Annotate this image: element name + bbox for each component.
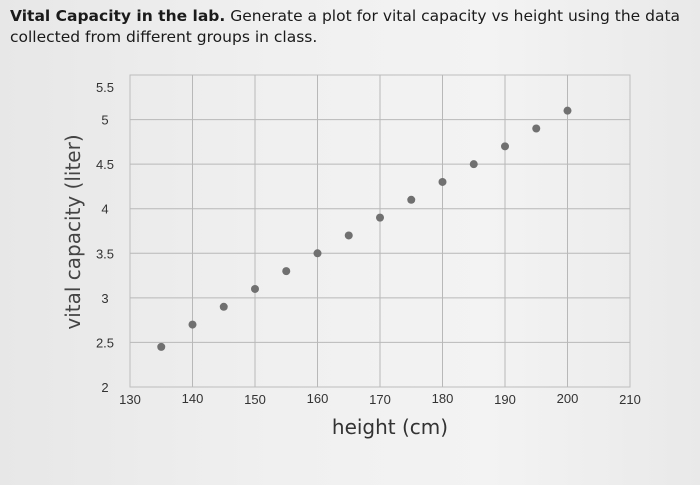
x-tick-label: 140: [182, 391, 204, 406]
question-title: Vital Capacity in the lab.: [10, 7, 226, 25]
x-tick-label: 200: [557, 391, 579, 406]
scatter-point: [438, 177, 447, 186]
x-tick-label: 190: [494, 392, 516, 407]
y-tick-label: 2.5: [96, 335, 114, 350]
scatter-point: [251, 284, 259, 293]
x-tick-label: 210: [619, 392, 641, 407]
scatter-point: [469, 160, 478, 169]
scatter-point: [407, 195, 416, 204]
scatter-point: [501, 142, 509, 151]
scatter-point: [157, 342, 166, 351]
scatter-point: [532, 124, 541, 133]
scatter-point: [313, 249, 322, 258]
x-tick-label: 160: [307, 391, 329, 406]
x-tick-label: 170: [369, 392, 391, 407]
x-tick-label: 130: [119, 392, 141, 407]
y-tick-label: 4.5: [96, 157, 114, 172]
y-tick-label: 5: [101, 113, 108, 128]
x-tick-label: 150: [244, 392, 266, 407]
question-body: Generate a plot for vital capacity vs he…: [10, 7, 681, 46]
y-tick-label: 2: [101, 380, 108, 395]
x-tick-label: 180: [432, 391, 454, 406]
data-points: [157, 106, 572, 351]
y-axis-title: vital capacity (liter): [61, 134, 85, 329]
scatter-point: [344, 231, 353, 240]
y-tick-label: 3: [101, 291, 108, 306]
scatter-point: [376, 213, 384, 222]
y-axis-ticks: 5.5 5 4.5 4 3.5 3 2.5 2: [96, 80, 114, 395]
x-axis-title: height (cm): [332, 415, 448, 439]
y-tick-label: 4: [101, 202, 108, 217]
y-tick-label: 5.5: [96, 80, 114, 95]
question-text: Vital Capacity in the lab. Generate a pl…: [10, 6, 690, 48]
scatter-point: [219, 302, 228, 311]
scatter-point: [282, 267, 291, 276]
x-axis-ticks: 130 140 150 160 170 180 190 200 210: [119, 391, 641, 407]
scatter-point: [563, 106, 572, 115]
y-tick-label: 3.5: [96, 246, 114, 261]
grid-lines: [129, 74, 631, 388]
scatter-point: [188, 320, 197, 329]
